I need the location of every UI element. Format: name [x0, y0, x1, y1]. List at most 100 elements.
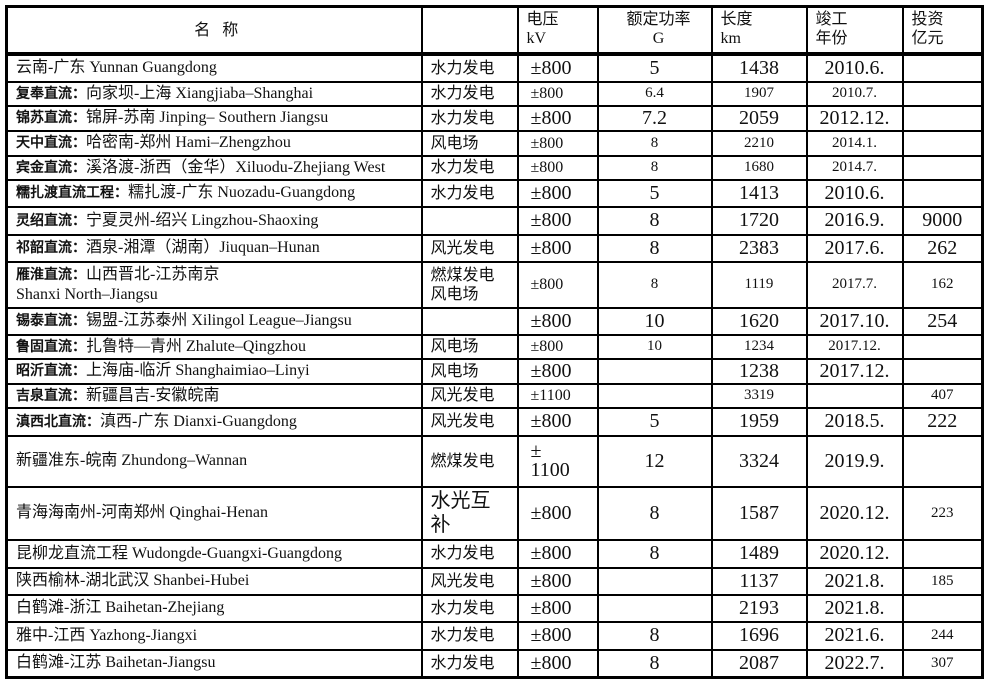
project-code-name: 宾金直流： — [16, 159, 86, 176]
project-name-cell: 锡泰直流：锡盟-江苏泰州 Xilingol League–Jiangsu — [5, 306, 423, 336]
investment-cell — [901, 104, 984, 132]
table-row: 滇西北直流：滇西-广东 Dianxi-Guangdong 风光发电 ±800 5 195… — [5, 406, 984, 437]
investment-cell — [901, 178, 984, 208]
investment-cell — [901, 357, 984, 385]
voltage-cell: ±800 — [516, 593, 599, 623]
project-name-cell: 吉泉直流：新疆昌吉-安徽皖南 — [5, 382, 423, 409]
investment-cell: 222 — [901, 406, 984, 437]
investment-cell — [901, 52, 984, 83]
source-type-cell: 水力发电 — [420, 620, 519, 651]
project-code-name: 天中直流： — [16, 135, 86, 151]
year-cell: 2014.7. — [805, 154, 904, 181]
year-cell: 2010.6. — [805, 178, 904, 208]
project-name: 宁夏灵州-绍兴 Lingzhou-Shaoxing — [86, 211, 319, 229]
year-cell: 2017.6. — [805, 233, 904, 263]
power-cell: 6.4 — [596, 80, 713, 107]
table-row: 宾金直流：溪洛渡-浙西（金华）Xiluodu-Zhejiang West 水力发电… — [5, 154, 984, 181]
project-name: 锦屏-苏南 Jinping– Southern Jiangsu — [86, 109, 329, 126]
project-code-name: 昭沂直流： — [16, 363, 86, 379]
project-name: 青海海南州-河南郑州 Qinghai-Henan — [16, 504, 268, 521]
length-cell: 3319 — [710, 382, 808, 409]
project-name: 溪洛渡-浙西（金华）Xiluodu-Zhejiang West — [86, 158, 386, 176]
table-row: 天中直流：哈密南-郑州 Hami–Zhengzhou 风电场 ±800 8 2210 20… — [5, 129, 984, 157]
power-cell — [596, 357, 713, 385]
power-cell: 7.2 — [596, 104, 713, 132]
project-name: 山西晋北-江苏南京 Shanxi North–Jiangsu — [16, 266, 220, 303]
project-name: 陕西榆林-湖北武汉 Shanbei-Hubei — [16, 572, 250, 589]
source-type-cell: 燃煤发电 风电场 — [420, 260, 519, 309]
table-row: 雁淮直流：山西晋北-江苏南京 Shanxi North–Jiangsu 燃煤发电 … — [5, 260, 984, 309]
project-name-cell: 锦苏直流：锦屏-苏南 Jinping– Southern Jiangsu — [5, 104, 423, 132]
year-cell: 2021.8. — [805, 566, 904, 596]
source-type-cell: 水力发电 — [420, 80, 519, 107]
length-cell: 3324 — [710, 434, 808, 488]
power-cell: 10 — [596, 306, 713, 336]
year-cell: 2014.1. — [805, 129, 904, 157]
year-cell: 2017.12. — [805, 333, 904, 360]
source-type-cell: 水力发电 — [420, 52, 519, 83]
year-cell: 2012.12. — [805, 104, 904, 132]
project-code-name: 鲁固直流： — [16, 338, 86, 355]
table-row: 糯扎渡直流工程：糯扎渡-广东 Nuozadu-Guangdong 水力发电 ±800… — [5, 178, 984, 208]
table-row: 锡泰直流：锡盟-江苏泰州 Xilingol League–Jiangsu ±800… — [5, 306, 984, 336]
project-name: 昆柳龙直流工程 Wudongde-Guangxi-Guangdong — [16, 544, 342, 562]
project-name: 向家坝-上海 Xiangjiaba–Shanghai — [86, 84, 314, 102]
length-cell: 1587 — [710, 485, 808, 541]
voltage-cell: ±800 — [516, 566, 599, 596]
length-cell: 1959 — [710, 406, 808, 437]
project-name-cell: 宾金直流：溪洛渡-浙西（金华）Xiluodu-Zhejiang West — [5, 154, 423, 181]
project-name-cell: 云南-广东 Yunnan Guangdong — [5, 52, 423, 83]
project-name-cell: 雅中-江西 Yazhong-Jiangxi — [5, 620, 423, 651]
year-cell: 2018.5. — [805, 406, 904, 437]
source-type-cell: 水光互 补 — [420, 485, 519, 541]
header-length: 长度 km — [710, 5, 808, 56]
project-name: 新疆昌吉-安徽皖南 — [86, 386, 220, 404]
investment-cell — [901, 538, 984, 569]
project-name-cell: 新疆准东-皖南 Zhundong–Wannan — [5, 434, 423, 488]
source-type-cell: 水力发电 — [420, 178, 519, 208]
investment-cell — [901, 154, 984, 181]
investment-cell: 9000 — [901, 205, 984, 236]
voltage-cell: ±800 — [516, 620, 599, 651]
project-name: 云南-广东 Yunnan Guangdong — [16, 59, 217, 76]
voltage-cell: ±800 — [516, 205, 599, 236]
power-cell: 8 — [596, 129, 713, 157]
investment-cell: 254 — [901, 306, 984, 336]
power-cell: 8 — [596, 154, 713, 181]
header-type — [420, 5, 519, 56]
power-cell: 8 — [596, 648, 713, 679]
header-row: 名 称 电压 kV 额定功率 G 长度 km 竣工 年份 投资 亿元 — [5, 5, 984, 56]
project-code-name: 复奉直流： — [16, 85, 86, 102]
table-row: 鲁固直流：扎鲁特—青州 Zhalute–Qingzhou 风电场 ±800 10 123… — [5, 333, 984, 360]
table-row: 陕西榆林-湖北武汉 Shanbei-Hubei 风光发电 ±800 1137 2021.… — [5, 566, 984, 596]
voltage-cell: ±800 — [516, 306, 599, 336]
power-cell: 10 — [596, 333, 713, 360]
project-code-name: 滇西北直流： — [16, 413, 100, 430]
source-type-cell — [420, 306, 519, 336]
length-cell: 1696 — [710, 620, 808, 651]
table-row: 云南-广东 Yunnan Guangdong 水力发电 ±800 5 1438 2010.… — [5, 52, 984, 83]
voltage-cell: ±800 — [516, 333, 599, 360]
table-row: 复奉直流：向家坝-上海 Xiangjiaba–Shanghai 水力发电 ±800 6… — [5, 80, 984, 107]
investment-cell: 407 — [901, 382, 984, 409]
year-cell: 2010.6. — [805, 52, 904, 83]
project-code-name: 糯扎渡直流工程： — [16, 185, 128, 201]
investment-cell — [901, 593, 984, 623]
project-code-name: 雁淮直流： — [16, 267, 86, 283]
investment-cell: 307 — [901, 648, 984, 679]
project-name: 白鹤滩-江苏 Baihetan-Jiangsu — [16, 654, 216, 672]
project-name-cell: 灵绍直流：宁夏灵州-绍兴 Lingzhou-Shaoxing — [5, 205, 423, 236]
length-cell: 2087 — [710, 648, 808, 679]
project-name-cell: 天中直流：哈密南-郑州 Hami–Zhengzhou — [5, 129, 423, 157]
project-code-name: 锡泰直流： — [16, 313, 86, 329]
power-cell: 5 — [596, 52, 713, 83]
project-code-name: 灵绍直流： — [16, 212, 86, 229]
power-cell: 5 — [596, 178, 713, 208]
project-name-cell: 滇西北直流：滇西-广东 Dianxi-Guangdong — [5, 406, 423, 437]
investment-cell: 244 — [901, 620, 984, 651]
power-cell: 12 — [596, 434, 713, 488]
investment-cell: 162 — [901, 260, 984, 309]
project-name-cell: 白鹤滩-江苏 Baihetan-Jiangsu — [5, 648, 423, 679]
project-name-cell: 复奉直流：向家坝-上海 Xiangjiaba–Shanghai — [5, 80, 423, 107]
year-cell: 2021.6. — [805, 620, 904, 651]
